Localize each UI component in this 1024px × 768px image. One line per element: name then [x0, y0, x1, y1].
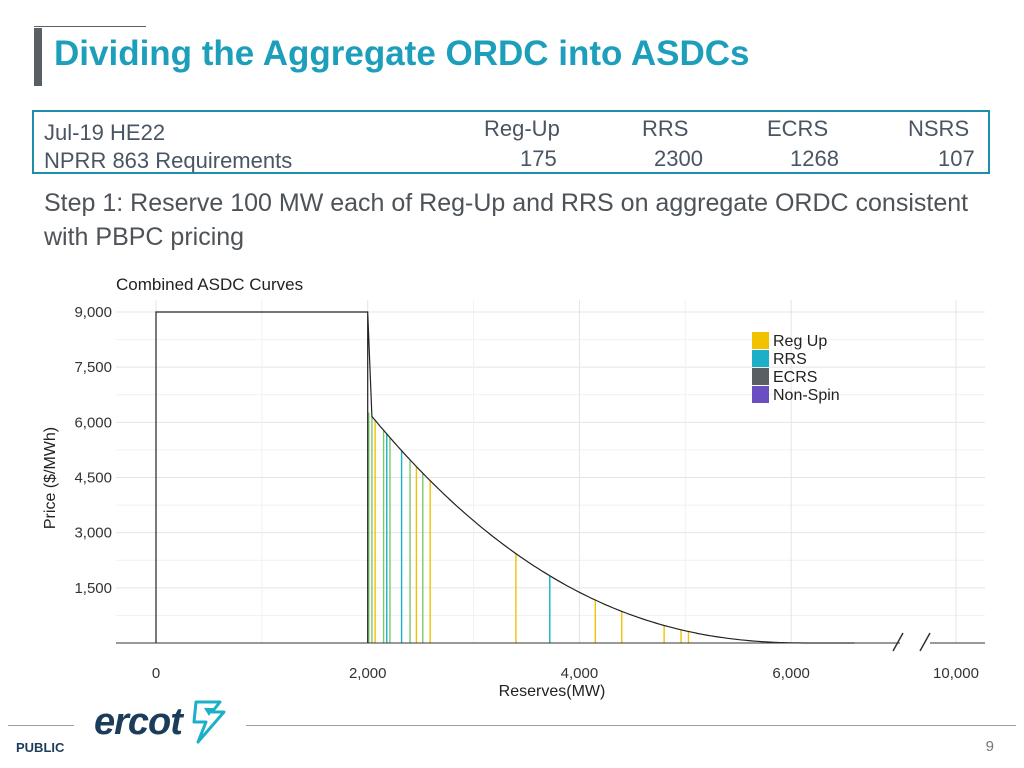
product-name-ecrs: ECRS	[767, 116, 829, 141]
footer-rule-right	[246, 725, 1016, 726]
legend-swatch	[752, 368, 769, 385]
chart-grid	[116, 300, 985, 643]
asdc-chart: Combined ASDC Curves 1,500 3,000 4,500 6,00…	[42, 275, 985, 700]
chart-vertical-lines	[368, 412, 690, 643]
product-value-reg-up: 175	[520, 146, 557, 171]
chart-title: Combined ASDC Curves	[116, 275, 303, 294]
y-axis-label: Price ($/MWh)	[42, 427, 59, 529]
x-axis-label: Reserves(MW)	[499, 683, 606, 700]
requirements-period: Jul-19 HE22	[44, 120, 166, 145]
legend-swatch	[752, 386, 769, 403]
ercot-logo: ercot	[94, 700, 226, 744]
footer-rule-left	[8, 725, 74, 726]
y-tick-label: 6,000	[74, 414, 112, 431]
product-name-rrs: RRS	[642, 116, 689, 141]
product-value-ecrs: 1268	[790, 146, 839, 171]
product-value-nsrs: 107	[938, 146, 975, 171]
x-tick-label-break: 10,000	[933, 665, 979, 682]
y-tick-label: 1,500	[74, 580, 112, 597]
classification-label: PUBLIC	[16, 740, 65, 755]
x-tick-label: 0	[152, 665, 160, 682]
legend-swatch	[752, 350, 769, 367]
logo-star-icon	[192, 700, 226, 744]
title-rule	[34, 26, 146, 27]
product-value-rrs: 2300	[654, 146, 703, 171]
y-tick-label: 7,500	[74, 359, 112, 376]
page-number: 9	[985, 738, 994, 755]
ordc-curve	[155, 311, 855, 644]
y-tick-label: 9,000	[74, 304, 112, 321]
y-tick-label: 3,000	[74, 525, 112, 542]
product-name-nsrs: NSRS	[908, 116, 970, 141]
axis-break-marks	[892, 632, 931, 652]
x-tick-label: 6,000	[772, 665, 810, 682]
requirements-box: Jul-19 HE22 NPRR 863 Requirements Reg-Up…	[32, 110, 990, 174]
page-title: Dividing the Aggregate ORDC into ASDCs	[54, 34, 750, 73]
legend-swatch	[752, 332, 769, 349]
x-tick-label: 4,000	[561, 665, 599, 682]
title-accent-bar	[34, 28, 42, 86]
legend-label: ECRS	[773, 369, 817, 386]
legend-label: RRS	[773, 351, 807, 368]
legend-label: Non-Spin	[773, 387, 840, 404]
chart-ticks: 1,500 3,000 4,500 6,000 7,500 9,000 0 2,000 4,00…	[74, 304, 978, 682]
y-tick-label: 4,500	[74, 470, 112, 487]
step-description: Step 1: Reserve 100 MW each of Reg-Up an…	[44, 189, 969, 251]
requirements-label: NPRR 863 Requirements	[44, 148, 293, 173]
logo-wordmark: ercot	[94, 701, 184, 743]
x-tick-label: 2,000	[349, 665, 387, 682]
legend-label: Reg Up	[773, 333, 827, 350]
product-name-reg-up: Reg-Up	[484, 116, 560, 141]
